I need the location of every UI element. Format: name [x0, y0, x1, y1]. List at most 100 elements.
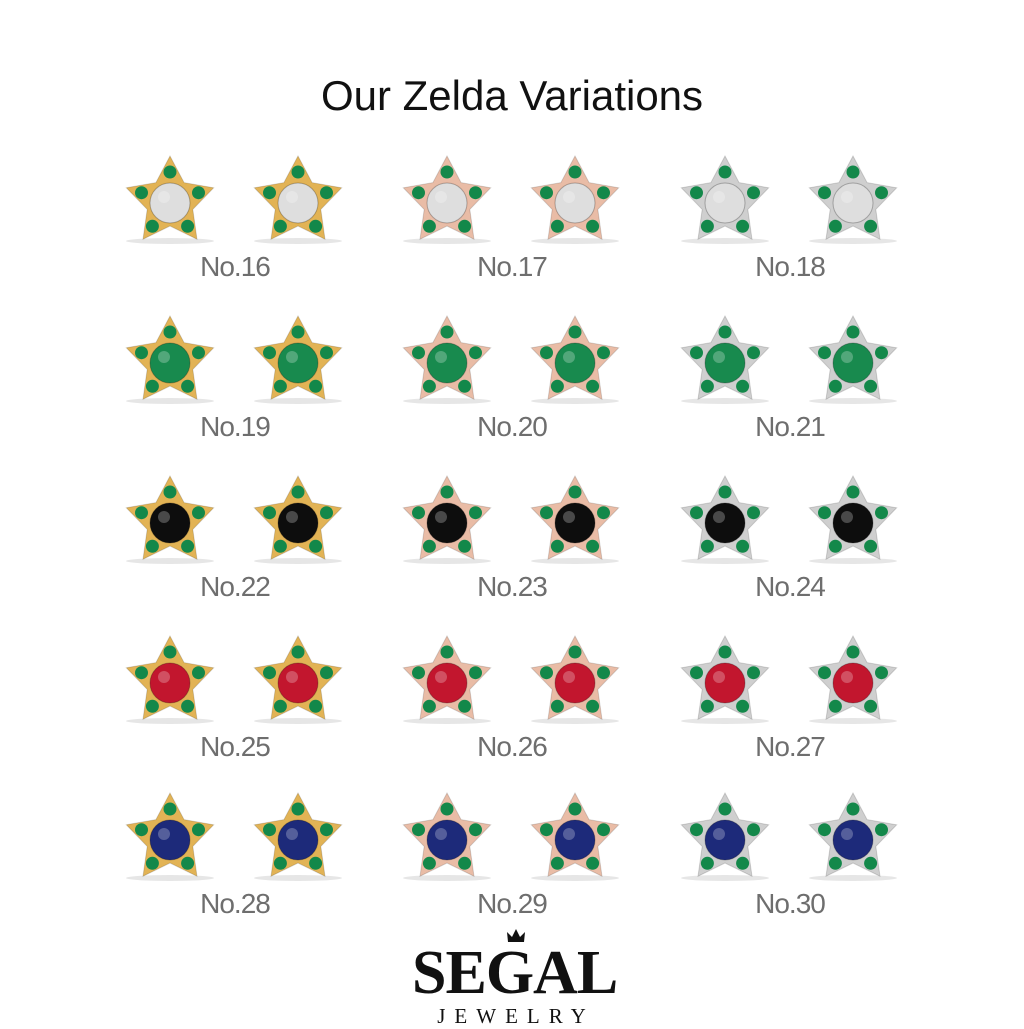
variation-label: No.29 [477, 888, 548, 919]
accent-emerald [163, 645, 177, 659]
left-star-earring [680, 155, 770, 244]
accent-emerald [864, 379, 878, 393]
variation-no22: No.22 [97, 467, 373, 617]
accent-emerald [181, 539, 195, 553]
accent-emerald [828, 539, 842, 553]
accent-emerald [273, 856, 287, 870]
variation-label: No.23 [477, 571, 548, 602]
accent-emerald [568, 645, 582, 659]
center-stone [149, 662, 191, 704]
accent-emerald [846, 485, 860, 499]
center-stone [277, 182, 319, 224]
accent-emerald [192, 346, 205, 360]
accent-emerald [736, 379, 750, 393]
accent-emerald [291, 802, 305, 816]
earring-pair [97, 627, 373, 727]
accent-emerald [412, 666, 425, 680]
accent-emerald [422, 219, 436, 233]
center-stone [704, 182, 746, 224]
accent-emerald [700, 219, 714, 233]
accent-emerald [690, 506, 703, 520]
variation-no21: No.21 [652, 307, 928, 457]
earring-pair [652, 307, 928, 407]
accent-emerald [586, 379, 600, 393]
left-star-earring [680, 635, 770, 724]
left-star-earring [125, 475, 215, 564]
accent-emerald [440, 802, 454, 816]
left-star-earring [125, 155, 215, 244]
accent-emerald [273, 379, 287, 393]
accent-emerald [864, 219, 878, 233]
accent-emerald [550, 539, 564, 553]
accent-emerald [469, 346, 482, 360]
accent-emerald [747, 823, 760, 837]
accent-emerald [550, 699, 564, 713]
variation-no23: No.23 [374, 467, 650, 617]
accent-emerald [875, 823, 888, 837]
accent-emerald [135, 186, 148, 200]
accent-emerald [828, 699, 842, 713]
accent-emerald [145, 539, 159, 553]
accent-emerald [135, 346, 148, 360]
accent-emerald [440, 325, 454, 339]
crown-icon [507, 929, 525, 942]
variation-no16: No.16 [97, 147, 373, 297]
earring-pair [374, 147, 650, 247]
accent-emerald [291, 165, 305, 179]
accent-emerald [309, 539, 323, 553]
accent-emerald [540, 823, 553, 837]
accent-emerald [422, 539, 436, 553]
accent-emerald [550, 379, 564, 393]
accent-emerald [291, 485, 305, 499]
accent-emerald [135, 823, 148, 837]
center-stone [149, 502, 191, 544]
accent-emerald [818, 823, 831, 837]
right-star-earring [808, 315, 898, 404]
accent-emerald [458, 539, 472, 553]
center-stone [704, 819, 746, 861]
accent-emerald [864, 856, 878, 870]
left-star-earring [680, 475, 770, 564]
accent-emerald [135, 506, 148, 520]
accent-emerald [736, 219, 750, 233]
accent-emerald [163, 165, 177, 179]
accent-emerald [586, 856, 600, 870]
accent-emerald [875, 506, 888, 520]
accent-emerald [273, 539, 287, 553]
variation-label: No.25 [200, 731, 271, 762]
accent-emerald [309, 699, 323, 713]
center-stone [426, 662, 468, 704]
earring-pair [374, 307, 650, 407]
accent-emerald [163, 485, 177, 499]
center-stone [832, 662, 874, 704]
accent-emerald [422, 856, 436, 870]
left-star-earring [402, 792, 492, 881]
variation-no18: No.18 [652, 147, 928, 297]
accent-emerald [192, 666, 205, 680]
center-stone [426, 502, 468, 544]
accent-emerald [412, 186, 425, 200]
accent-emerald [846, 165, 860, 179]
center-stone [426, 182, 468, 224]
accent-emerald [846, 325, 860, 339]
right-star-earring [808, 155, 898, 244]
accent-emerald [586, 539, 600, 553]
variation-label: No.22 [200, 571, 271, 602]
accent-emerald [181, 219, 195, 233]
variation-no28: No.28 [97, 784, 373, 934]
variation-no27: No.27 [652, 627, 928, 777]
variation-label: No.19 [200, 411, 271, 442]
center-stone [554, 342, 596, 384]
accent-emerald [586, 699, 600, 713]
center-stone [832, 819, 874, 861]
accent-emerald [458, 379, 472, 393]
center-stone [554, 819, 596, 861]
accent-emerald [263, 346, 276, 360]
right-star-earring [530, 315, 620, 404]
accent-emerald [818, 666, 831, 680]
accent-emerald [263, 666, 276, 680]
accent-emerald [540, 346, 553, 360]
center-stone [149, 819, 191, 861]
accent-emerald [690, 186, 703, 200]
right-star-earring [530, 792, 620, 881]
